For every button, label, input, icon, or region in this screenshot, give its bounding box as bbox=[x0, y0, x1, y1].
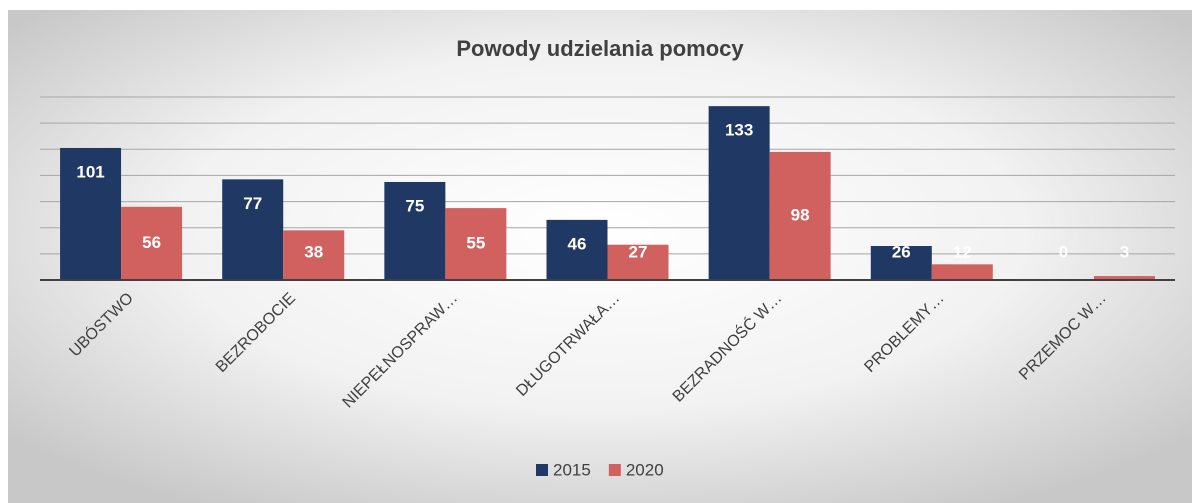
data-label: 101 bbox=[76, 162, 104, 181]
bar bbox=[931, 264, 993, 280]
legend-label: 2015 bbox=[553, 460, 591, 479]
bar bbox=[1093, 276, 1155, 280]
legend-swatch bbox=[536, 464, 548, 476]
data-label: 3 bbox=[1120, 242, 1129, 261]
bar bbox=[769, 151, 831, 280]
bar bbox=[121, 206, 183, 280]
data-label: 12 bbox=[953, 242, 972, 261]
legend-label: 2020 bbox=[626, 460, 664, 479]
data-label: 75 bbox=[405, 196, 424, 215]
bar bbox=[870, 246, 932, 280]
data-label: 56 bbox=[142, 233, 161, 252]
data-label: 77 bbox=[243, 194, 262, 213]
data-label: 27 bbox=[629, 242, 648, 261]
bar bbox=[222, 179, 284, 280]
data-label: 55 bbox=[466, 234, 485, 253]
bar bbox=[60, 147, 122, 280]
data-label: 98 bbox=[791, 205, 810, 224]
data-label: 26 bbox=[892, 242, 911, 261]
data-label: 46 bbox=[568, 234, 587, 253]
legend: 2015 2020 bbox=[536, 460, 664, 479]
bar bbox=[384, 181, 446, 280]
bar bbox=[445, 208, 507, 280]
data-label: 133 bbox=[725, 121, 753, 140]
bar bbox=[283, 230, 345, 280]
legend-swatch bbox=[608, 464, 621, 476]
bar bbox=[546, 219, 608, 280]
data-label: 38 bbox=[304, 242, 323, 261]
chart-title: Powody udzielania pomocy bbox=[456, 36, 744, 61]
bar bbox=[708, 106, 770, 281]
bar bbox=[607, 244, 669, 280]
data-label: 0 bbox=[1059, 242, 1068, 261]
